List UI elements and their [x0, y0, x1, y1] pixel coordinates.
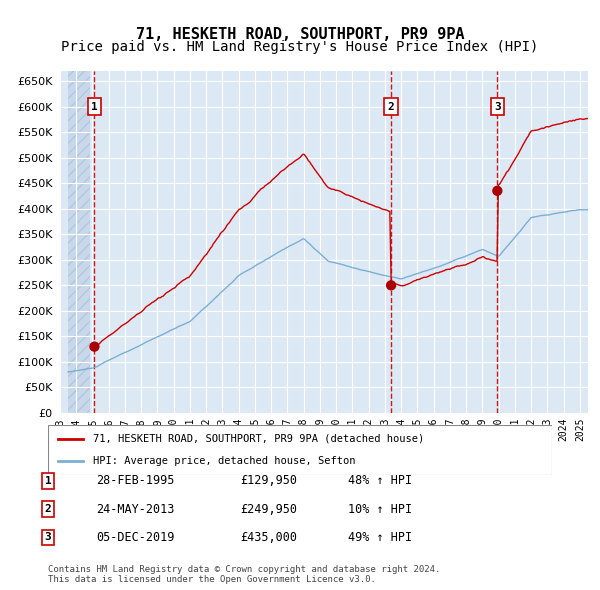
Point	[493, 186, 502, 195]
Text: 3: 3	[494, 101, 501, 112]
Text: 05-DEC-2019: 05-DEC-2019	[96, 531, 175, 544]
Text: Price paid vs. HM Land Registry's House Price Index (HPI): Price paid vs. HM Land Registry's House …	[61, 40, 539, 54]
Text: 10% ↑ HPI: 10% ↑ HPI	[348, 503, 412, 516]
Point	[386, 281, 396, 290]
Text: 2: 2	[44, 504, 52, 514]
Text: 49% ↑ HPI: 49% ↑ HPI	[348, 531, 412, 544]
Text: 3: 3	[44, 533, 52, 542]
Text: HPI: Average price, detached house, Sefton: HPI: Average price, detached house, Seft…	[94, 456, 356, 466]
Text: 48% ↑ HPI: 48% ↑ HPI	[348, 474, 412, 487]
Text: 24-MAY-2013: 24-MAY-2013	[96, 503, 175, 516]
Text: 28-FEB-1995: 28-FEB-1995	[96, 474, 175, 487]
Text: 1: 1	[44, 476, 52, 486]
Text: 71, HESKETH ROAD, SOUTHPORT, PR9 9PA: 71, HESKETH ROAD, SOUTHPORT, PR9 9PA	[136, 27, 464, 41]
FancyBboxPatch shape	[48, 425, 552, 475]
Text: Contains HM Land Registry data © Crown copyright and database right 2024.
This d: Contains HM Land Registry data © Crown c…	[48, 565, 440, 584]
Text: £249,950: £249,950	[240, 503, 297, 516]
Text: 71, HESKETH ROAD, SOUTHPORT, PR9 9PA (detached house): 71, HESKETH ROAD, SOUTHPORT, PR9 9PA (de…	[94, 434, 425, 444]
Text: 1: 1	[91, 101, 98, 112]
Text: 2: 2	[388, 101, 394, 112]
Text: £129,950: £129,950	[240, 474, 297, 487]
Point	[89, 342, 99, 352]
Text: £435,000: £435,000	[240, 531, 297, 544]
